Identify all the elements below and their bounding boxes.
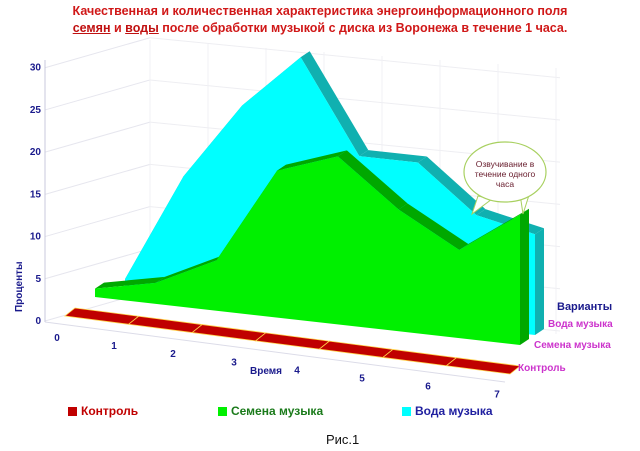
legend-item-water: Вода музыка: [402, 404, 493, 418]
y-axis-label: Проценты: [14, 261, 25, 312]
gridline-horizontal: [44, 206, 151, 238]
x-axis-label: Время: [250, 366, 282, 377]
title-rest: после обработки музыкой с диска из Ворон…: [158, 21, 568, 35]
control-segment: [254, 332, 331, 350]
x-tick-label: 3: [231, 357, 237, 368]
figure-caption: Рис.1: [326, 432, 360, 447]
control-segment: [445, 357, 521, 375]
control-segment: [191, 324, 267, 342]
y-tick-label: 10: [30, 232, 42, 243]
title-line-2: семян и воды после обработки музыкой с д…: [0, 20, 640, 37]
area-top-edge: [155, 254, 226, 283]
gridline-horizontal: [44, 163, 151, 195]
title-and: и: [110, 21, 126, 35]
annotation-callout: Озвучивание в течение одного часа: [463, 141, 547, 216]
area-top-edge: [337, 150, 408, 210]
gridline-horizontal: [44, 79, 151, 111]
legend-label: Вода музыка: [415, 404, 493, 418]
y-tick-label: 20: [30, 147, 42, 158]
series-layer: [64, 51, 544, 375]
y-tick-label: 15: [30, 189, 42, 200]
gridline-horizontal: [44, 37, 151, 69]
area-top-edge: [459, 208, 529, 250]
gridline-horizontal: [44, 248, 151, 280]
area-top-edge: [398, 203, 469, 250]
control-segment: [64, 307, 140, 325]
area-side-face: [535, 228, 544, 335]
gridline-back: [149, 37, 561, 79]
area-top-edge: [300, 51, 369, 157]
title-line-1: Качественная и количественная характерис…: [72, 4, 568, 18]
legend-swatch: [218, 406, 227, 416]
x-tick-label: 7: [494, 390, 500, 401]
y-tick-label: 25: [30, 105, 42, 116]
y-tick-label: 5: [35, 274, 41, 285]
legend-label: Контроль: [81, 404, 139, 418]
y-tick-label: 30: [30, 63, 42, 74]
area-front-face: [95, 156, 520, 345]
x-tick-label: 5: [359, 374, 365, 385]
series-control: [64, 307, 521, 375]
control-segment: [127, 315, 204, 333]
gridline-back: [149, 79, 561, 121]
x-tick-label: 2: [170, 349, 176, 360]
annotation-text: Озвучивание в течение одного часа: [475, 159, 536, 189]
tick-labels: 0 5 10 15 20 25 30 0 1 2 3 4 5 6 7: [30, 63, 500, 401]
series-label-seeds: Семена музыка: [534, 340, 611, 351]
area-top-edge: [277, 150, 347, 171]
area-side-face: [520, 208, 529, 345]
title-water: воды: [125, 21, 159, 35]
area-top-edge: [417, 156, 486, 216]
control-segment: [381, 349, 458, 367]
legend-label: Семена музыка: [231, 404, 324, 418]
y-tick-label: 0: [35, 316, 41, 327]
chart-title: Качественная и количественная характерис…: [0, 3, 640, 37]
z-axis-label: Варианты: [557, 301, 612, 313]
gridline-horizontal: [44, 121, 151, 153]
area-top-edge: [95, 276, 165, 289]
title-seeds: семян: [72, 21, 111, 35]
legend-swatch: [68, 406, 77, 416]
series-seeds: [95, 150, 529, 345]
control-segment: [318, 340, 394, 358]
x-tick-label: 0: [54, 333, 60, 344]
legend-item-seeds: Семена музыка: [218, 404, 323, 418]
x-axis-line: [44, 321, 506, 383]
x-tick-label: 4: [294, 365, 300, 376]
legend-item-control: Контроль: [68, 404, 138, 418]
legend-swatch: [402, 406, 411, 416]
x-tick-label: 6: [425, 382, 431, 393]
series-label-water: Вода музыка: [548, 319, 613, 330]
series-label-control: Контроль: [518, 363, 566, 374]
x-tick-label: 1: [111, 341, 117, 352]
area-top-edge: [359, 150, 427, 163]
